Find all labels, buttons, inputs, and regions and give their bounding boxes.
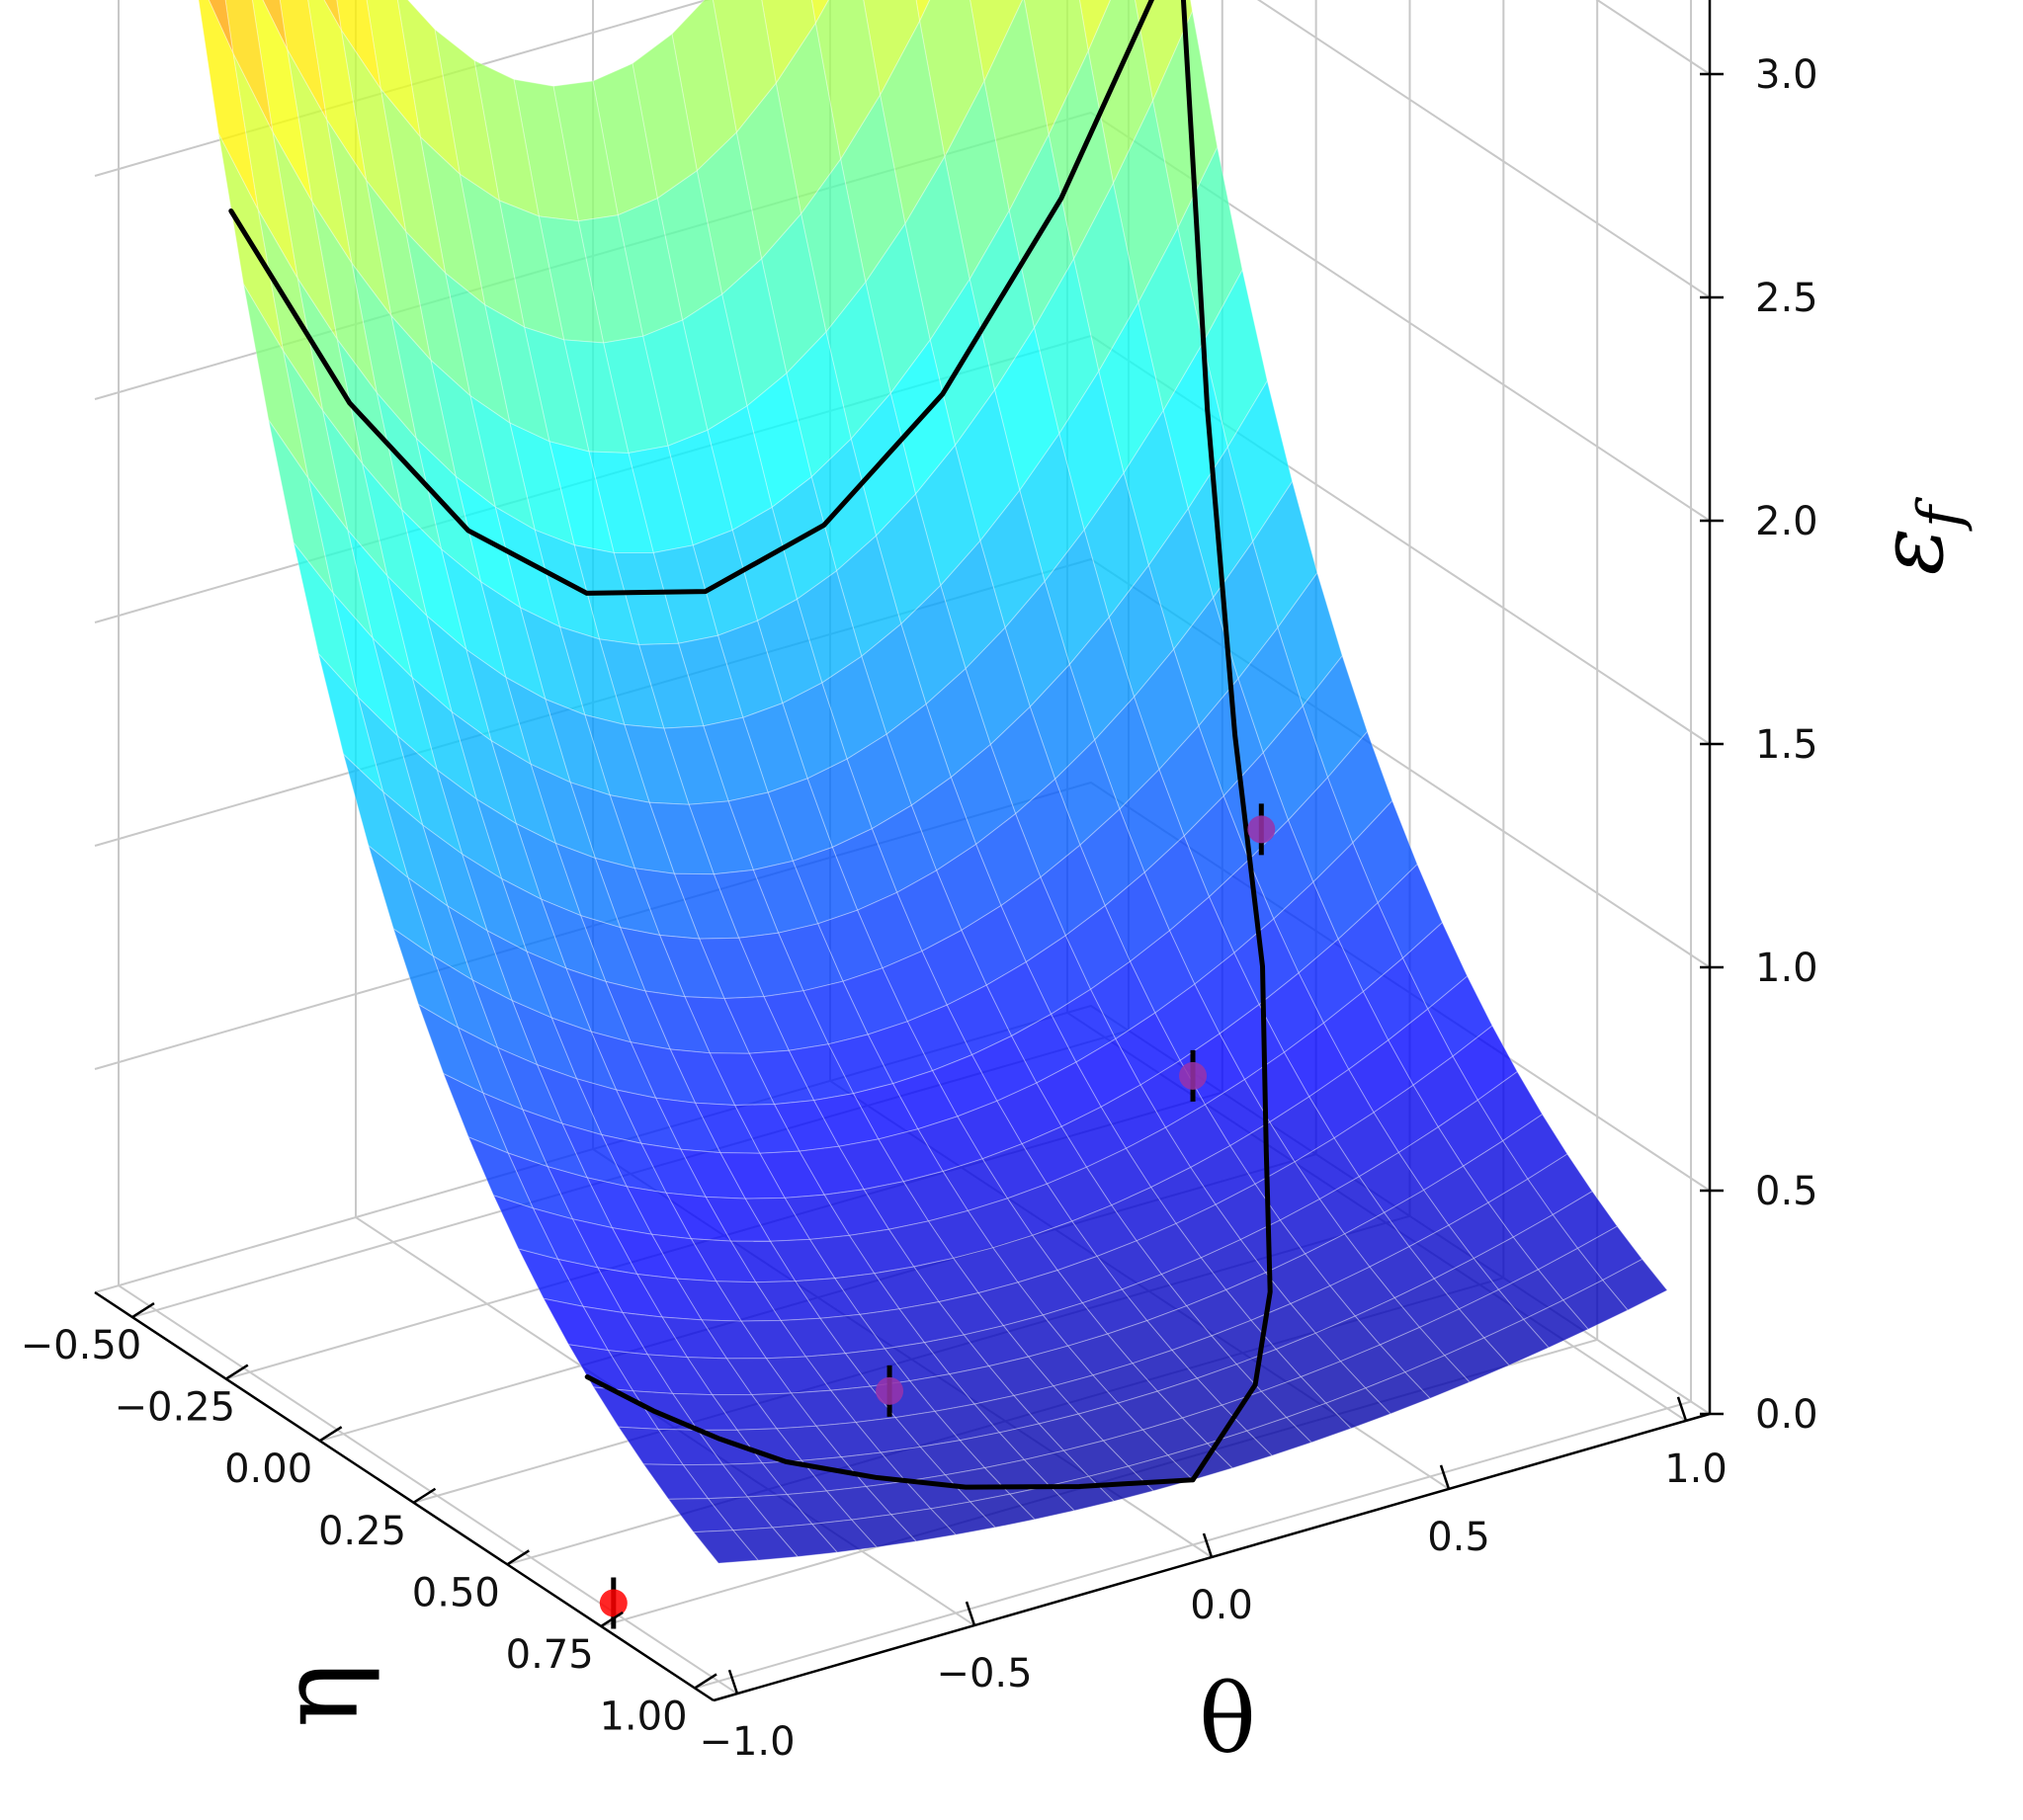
y-tick-3 <box>1439 1464 1451 1490</box>
x-tick-label-5: 0.75 <box>506 1632 594 1678</box>
floor-line-theta-0 <box>118 1284 738 1695</box>
y-axis-label: θ <box>1199 1664 1256 1775</box>
z-tick-label-0: 0.0 <box>1755 1392 1818 1438</box>
point-marker-1 <box>1179 1061 1208 1090</box>
x-tick-label-2: 0.00 <box>224 1447 312 1492</box>
x-tick-1 <box>225 1364 249 1380</box>
x-tick-6 <box>694 1673 717 1690</box>
surface-patch-23-13 <box>1206 1430 1273 1469</box>
z-tick-label-4: 2.0 <box>1755 499 1818 544</box>
x-tick-4 <box>506 1549 531 1566</box>
x-tick-label-4: 0.50 <box>412 1570 500 1615</box>
surface-patch-0-17 <box>810 0 830 25</box>
curve-2 <box>584 1374 1196 1490</box>
y-tick-4 <box>1676 1396 1688 1422</box>
y-tick-label-0: −1.0 <box>699 1719 795 1765</box>
z-tick-label-1: 0.5 <box>1755 1169 1818 1214</box>
surface-layer <box>198 0 1668 1564</box>
x-axis-label: η <box>256 1663 382 1728</box>
x-tick-0 <box>131 1301 155 1319</box>
y-tick-label-3: 0.5 <box>1427 1515 1490 1560</box>
surface-patch-1-19 <box>915 0 931 24</box>
curve-layer <box>228 0 1273 1490</box>
z-tick-label-6: 3.0 <box>1755 52 1818 98</box>
surface-patch-23-2 <box>771 1523 839 1558</box>
z-tick-label-3: 1.5 <box>1755 722 1818 768</box>
x-tick-label-3: 0.25 <box>318 1509 406 1554</box>
x-tick-label-6: 1.00 <box>599 1694 687 1739</box>
y-tick-1 <box>965 1601 976 1626</box>
surface-patch-23-0 <box>692 1530 760 1564</box>
point-marker-3 <box>599 1589 628 1617</box>
x-tick-label-0: −0.50 <box>21 1323 142 1368</box>
curve-1 <box>1180 0 1273 1483</box>
x-tick-label-1: −0.25 <box>114 1385 235 1431</box>
x-tick-5 <box>600 1611 624 1627</box>
y-tick-label-4: 1.0 <box>1664 1447 1728 1492</box>
z-tick-label-5: 2.5 <box>1755 276 1818 321</box>
y-tick-label-2: 0.0 <box>1190 1583 1253 1628</box>
z-axis-label: εf <box>1860 496 1975 575</box>
surface-patch-23-14 <box>1245 1417 1312 1456</box>
point-layer <box>599 803 1276 1629</box>
curve-0 <box>228 0 1154 596</box>
y-tick-0 <box>727 1669 739 1695</box>
point-marker-0 <box>1247 815 1276 844</box>
surface-patch-23-4 <box>850 1514 918 1548</box>
x-tick-3 <box>412 1487 437 1504</box>
y-tick-label-1: −0.5 <box>936 1651 1032 1696</box>
surface-patch-23-20 <box>1482 1318 1550 1366</box>
surface-patch-23-6 <box>929 1501 997 1535</box>
label-layer: η θ εf <box>256 496 1975 1775</box>
y-tick-2 <box>1202 1532 1214 1558</box>
x-axis-line <box>94 1290 715 1702</box>
surface-patch-23-22 <box>1561 1279 1629 1330</box>
surface-patch-23-18 <box>1403 1355 1471 1399</box>
axis-layer: −0.50 −0.25 0.000.250.500.751.00 −1.0 −0.5 0.… <box>21 0 1818 1765</box>
point-marker-2 <box>876 1376 904 1405</box>
z-tick-label-2: 1.0 <box>1755 946 1818 991</box>
x-tick-2 <box>318 1426 343 1443</box>
